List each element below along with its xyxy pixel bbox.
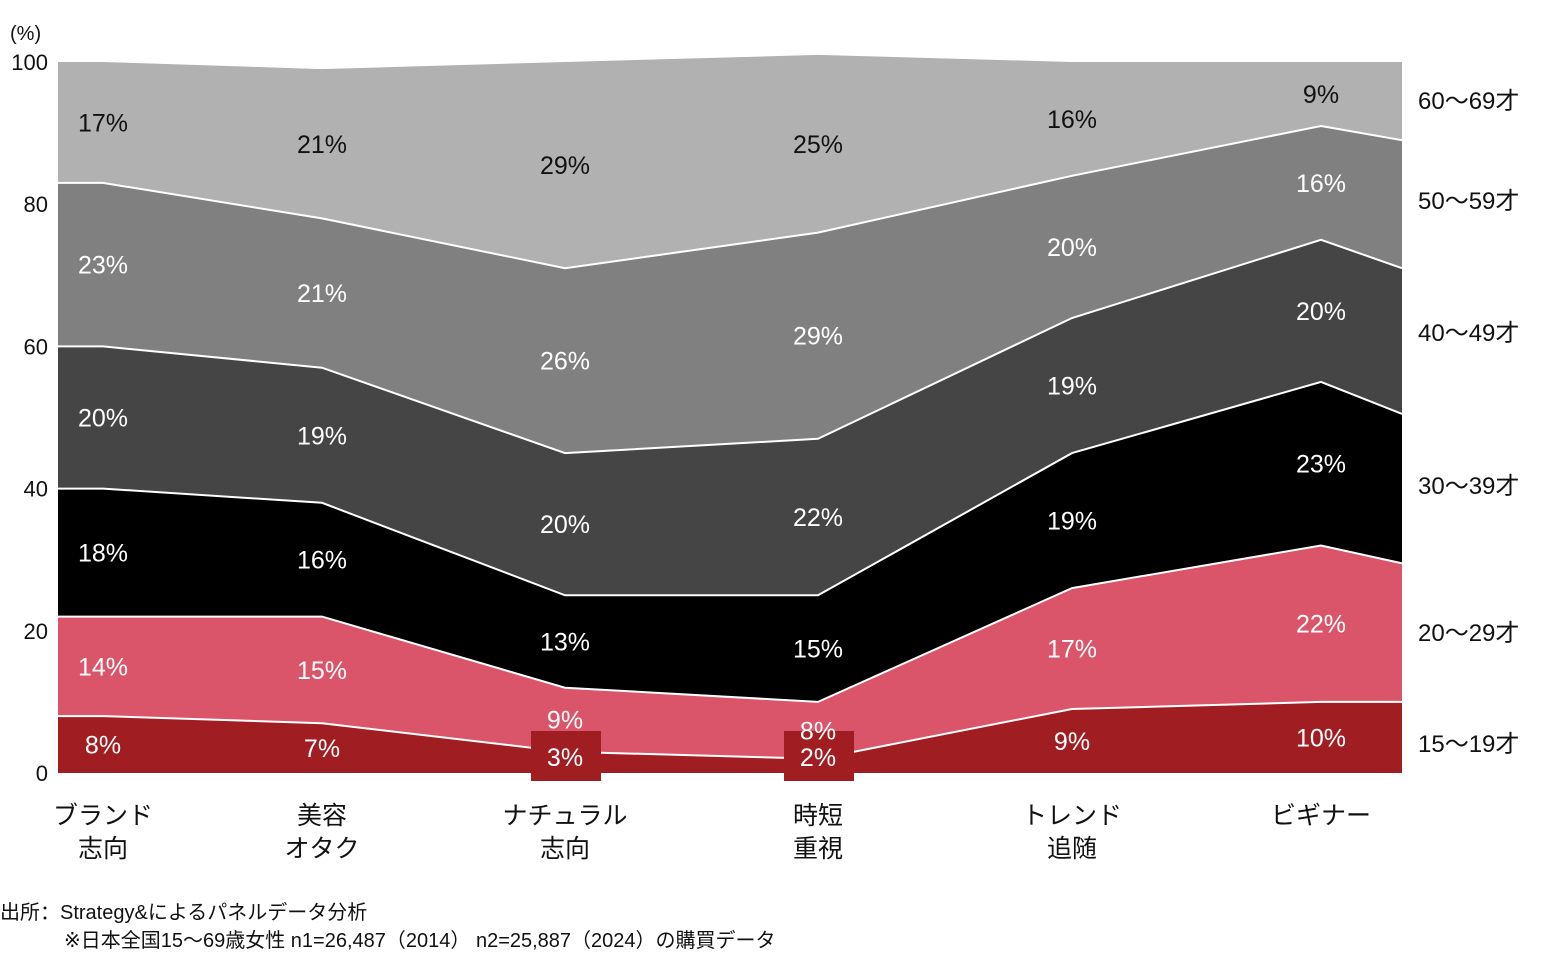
data-label: 21%	[297, 131, 347, 159]
area-band-3	[58, 381, 1402, 702]
y-tick-label: 80	[24, 192, 48, 217]
data-label: 25%	[793, 131, 843, 159]
data-label: 13%	[540, 628, 590, 656]
data-label: 19%	[1047, 373, 1097, 401]
data-label: 20%	[540, 511, 590, 539]
legend-label: 30〜39才	[1418, 473, 1519, 500]
y-tick-label: 100	[11, 50, 48, 75]
data-label: 7%	[304, 735, 340, 763]
y-tick-label: 40	[24, 477, 48, 502]
area-band-1	[58, 701, 1402, 773]
data-label: 21%	[297, 280, 347, 308]
x-category-label: オタク	[284, 835, 359, 863]
data-label: 15%	[297, 657, 347, 685]
data-label: 17%	[1047, 636, 1097, 664]
data-label: 20%	[78, 405, 128, 433]
data-label: 22%	[1296, 611, 1346, 639]
area-band-2	[58, 545, 1402, 759]
y-unit-label: (%)	[10, 23, 41, 45]
y-tick-label: 60	[24, 334, 48, 359]
data-label: 22%	[793, 504, 843, 532]
data-label: 9%	[1054, 728, 1090, 756]
data-label: 19%	[1047, 508, 1097, 536]
legend-label: 60〜69才	[1418, 88, 1519, 115]
data-label: 19%	[297, 422, 347, 450]
data-label: 15%	[793, 636, 843, 664]
data-label: 29%	[540, 152, 590, 180]
area-band-5	[58, 126, 1402, 454]
band-separator-5	[58, 124, 1403, 270]
data-label: 23%	[1296, 451, 1346, 479]
area-band-6	[58, 54, 1402, 269]
data-label: 20%	[1296, 298, 1346, 326]
data-label: 29%	[793, 323, 843, 351]
data-label: 8%	[800, 717, 836, 745]
legend-label: 20〜29才	[1418, 620, 1519, 647]
y-tick-label: 20	[24, 619, 48, 644]
data-label: 8%	[85, 732, 121, 760]
x-category-label: ビギナー	[1271, 802, 1371, 830]
data-label: 16%	[1296, 170, 1346, 198]
data-label: 9%	[1303, 81, 1339, 109]
band-separator-1	[58, 700, 1402, 760]
data-label: 14%	[78, 653, 128, 681]
band-separator-3	[58, 380, 1403, 597]
x-category-label: 追随	[1047, 835, 1097, 863]
x-category-label: 志向	[78, 835, 128, 863]
data-label: 17%	[78, 109, 128, 137]
x-category-label: 志向	[540, 835, 590, 863]
y-tick-label: 0	[36, 761, 48, 786]
data-label: 16%	[1047, 106, 1097, 134]
data-label: 23%	[78, 252, 128, 280]
area-band-4	[58, 239, 1402, 596]
stacked-area-chart: 8% 7% 3% 2% 9% 10% 14% 15% 9% 8% 17% 22% 18% 16% 13% 15…	[10, 23, 1519, 863]
data-footnote: ※日本全国15〜69歳女性 n1=26,487（2014） n2=25,887（…	[64, 930, 776, 952]
legend-label: 40〜49才	[1418, 320, 1519, 347]
data-label: 3%	[547, 744, 583, 772]
band-separator-4	[58, 238, 1403, 455]
data-label-box	[531, 731, 601, 781]
data-label: 16%	[297, 547, 347, 575]
data-label: 2%	[800, 744, 836, 772]
data-label-box	[784, 731, 854, 781]
x-category-label: 重視	[793, 835, 843, 863]
x-category-label: 時短	[793, 802, 843, 830]
x-category-label: ブランド	[53, 802, 153, 830]
data-label: 10%	[1296, 724, 1346, 752]
data-label: 20%	[1047, 234, 1097, 262]
data-label: 18%	[78, 540, 128, 568]
band-separator-2	[58, 544, 1403, 703]
x-category-label: 美容	[297, 802, 347, 830]
x-category-label: トレンド	[1022, 802, 1122, 830]
legend-label: 15〜19才	[1418, 731, 1519, 758]
source-note: 出所：Strategy&によるパネルデータ分析	[0, 902, 368, 924]
x-category-label: ナチュラル	[502, 802, 627, 830]
legend-label: 50〜59才	[1418, 188, 1519, 215]
data-label: 9%	[547, 707, 583, 735]
data-label: 26%	[540, 348, 590, 376]
